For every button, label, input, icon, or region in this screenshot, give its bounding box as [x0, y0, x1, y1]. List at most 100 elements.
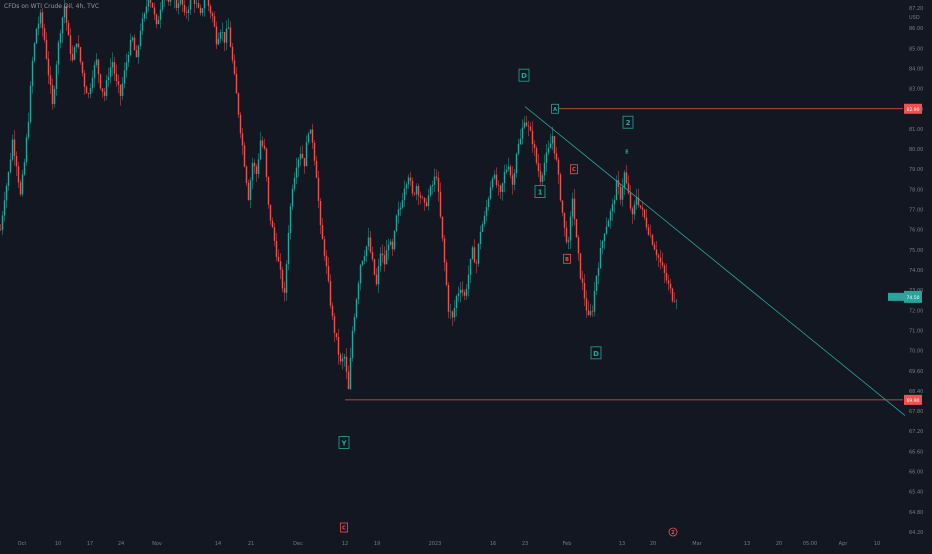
- candle-body: [403, 188, 406, 201]
- price-tick-label: 66.60: [909, 449, 923, 455]
- candle-body: [319, 201, 322, 226]
- candle-body: [317, 177, 320, 202]
- candle-body: [89, 88, 92, 95]
- candle-body: [0, 229, 2, 231]
- candle-body: [453, 308, 456, 318]
- candle-body: [503, 171, 506, 184]
- candle-body: [73, 47, 76, 61]
- candle-body: [67, 22, 70, 36]
- candle-body: [439, 191, 442, 217]
- candle-body: [309, 129, 312, 134]
- price-tick-label: 77.00: [909, 208, 923, 214]
- candle-body: [391, 241, 394, 250]
- time-tick-label: 20: [650, 541, 656, 547]
- candle-body: [177, 3, 180, 9]
- candle-body: [35, 28, 38, 44]
- support-price-label: 69.90: [907, 398, 920, 404]
- candle-body: [425, 202, 428, 207]
- wave-label-text: B: [565, 257, 569, 263]
- price-tick-label: 78.00: [909, 187, 923, 193]
- candle-body: [315, 160, 318, 178]
- candle-body: [603, 233, 606, 242]
- candle-body: [121, 83, 124, 96]
- candle-body: [507, 166, 510, 170]
- candle-body: [17, 166, 20, 183]
- candle-body: [229, 27, 232, 47]
- candle-body: [383, 255, 386, 265]
- candle-body: [233, 60, 236, 75]
- candle-body: [399, 207, 402, 210]
- candle-body: [115, 73, 118, 82]
- price-tick-label: 84.00: [909, 66, 923, 72]
- candle-body: [259, 140, 262, 160]
- candle-body: [209, 6, 212, 14]
- candle-body: [551, 136, 554, 144]
- candle-body: [333, 316, 336, 333]
- candle-body: [609, 211, 612, 221]
- drawings[interactable]: [345, 106, 906, 416]
- candle-body: [373, 259, 376, 275]
- candle-body: [139, 30, 142, 47]
- candle-body: [553, 136, 556, 154]
- candle-body: [295, 167, 298, 178]
- price-axis[interactable]: 87.2086.0085.0084.0083.0082.0081.0080.00…: [888, 6, 923, 536]
- candle-body: [559, 174, 562, 201]
- candle-body: [517, 144, 520, 154]
- candle-body: [109, 67, 112, 77]
- candle-body: [15, 155, 18, 167]
- trendline[interactable]: [524, 106, 906, 416]
- candle-body: [287, 233, 290, 265]
- candle-body: [537, 162, 540, 172]
- price-tick-label: 75.00: [909, 248, 923, 254]
- price-tick-label: 79.00: [909, 167, 923, 173]
- time-tick-label: 24: [118, 541, 124, 547]
- wave-labels: D A 2 E C 1 B D Y C 2: [338, 68, 678, 537]
- candle-body: [659, 257, 662, 263]
- candle-body: [69, 35, 72, 55]
- candle-body: [387, 244, 390, 251]
- candle-body: [175, 0, 178, 9]
- candle-body: [437, 177, 440, 192]
- candle-body: [385, 250, 388, 265]
- wave-label-text: D: [521, 72, 527, 80]
- candle-body: [255, 166, 258, 175]
- candle-body: [573, 198, 576, 220]
- candle-body: [263, 145, 266, 149]
- candle-body: [379, 253, 382, 266]
- wave-label-text: D: [593, 350, 599, 358]
- candle-body: [341, 358, 344, 362]
- time-tick-label: 13: [619, 541, 625, 547]
- candle-body: [555, 153, 558, 160]
- price-tick-label: 86.00: [909, 26, 923, 32]
- candle-body: [237, 93, 240, 115]
- candle-body: [357, 283, 360, 300]
- candle-body: [597, 268, 600, 276]
- candle-body: [355, 299, 358, 318]
- time-axis[interactable]: Oct 10 17 24 Nov 14 21 Dec 12 19 2023 16 23 Feb 13 20 Ma…: [18, 541, 881, 547]
- candle-body: [661, 262, 664, 266]
- candle-body: [247, 182, 250, 201]
- price-tick-label: 68.40: [909, 389, 923, 395]
- candle-body: [137, 46, 140, 58]
- wave-label-box: [534, 185, 546, 199]
- candle-body: [159, 9, 162, 20]
- candle-body: [601, 241, 604, 248]
- candle-body: [179, 0, 182, 4]
- candle-body: [33, 43, 36, 61]
- candle-body: [491, 178, 494, 188]
- candle-body: [225, 28, 228, 43]
- wave-label-text: C: [342, 526, 346, 532]
- candle-body: [135, 50, 138, 58]
- candle-body: [185, 12, 188, 14]
- candle-body: [155, 14, 158, 25]
- candle-body: [221, 32, 224, 33]
- candle-body: [509, 166, 512, 176]
- candle-body: [411, 180, 414, 194]
- time-tick-label: 05:00: [803, 541, 817, 547]
- candle-body: [393, 231, 396, 250]
- price-tick-label: 64.20: [909, 530, 923, 536]
- candle-body: [621, 187, 624, 200]
- candle-body: [389, 241, 392, 245]
